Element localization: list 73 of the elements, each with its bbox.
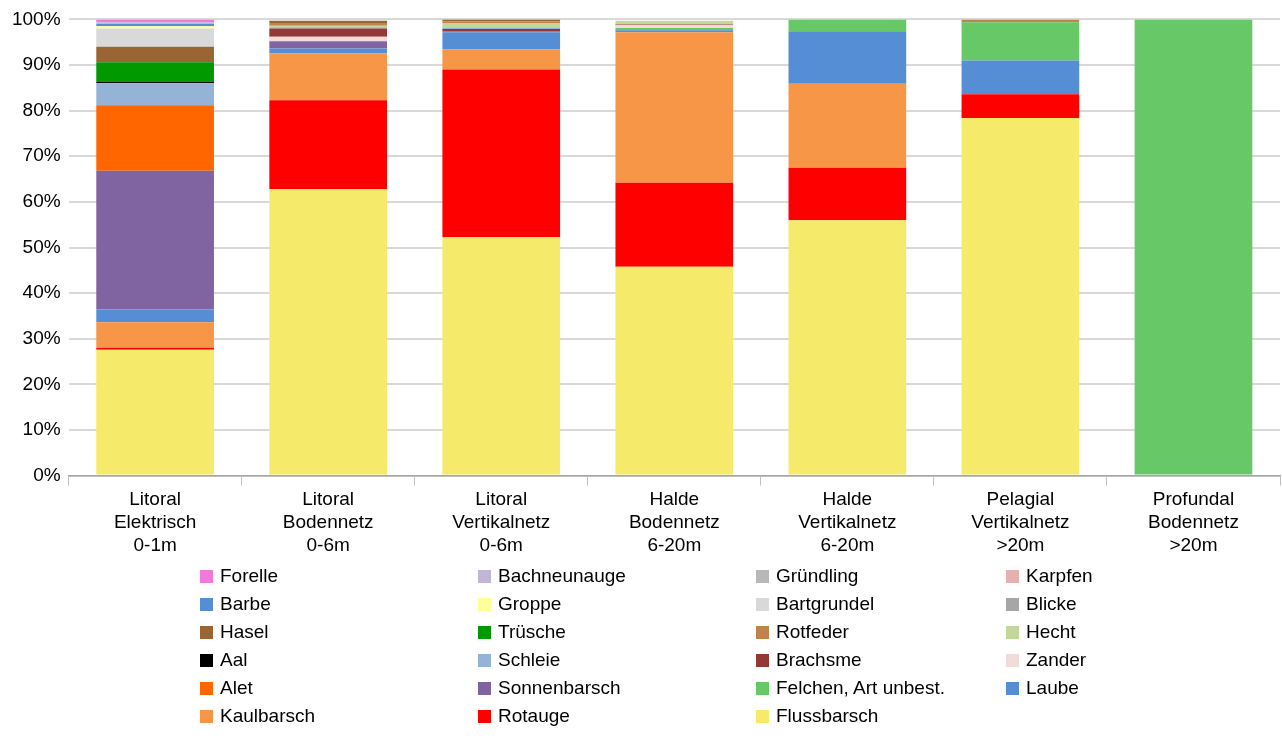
legend-label: Karpfen [1026,565,1093,587]
legend-label: Sonnenbarsch [498,677,621,699]
y-tick-label: 20% [22,372,61,394]
x-tick-label: Halde Vertikalnetz 6-20m [798,488,897,555]
bar [269,53,388,101]
bar [788,220,907,475]
legend-label: Bachneunauge [498,565,626,587]
bar [442,237,561,475]
legend-label: Flussbarsch [776,705,879,727]
bar [96,28,214,47]
legend-label: Rotfeder [776,621,849,643]
x-tick-label: Litoral Elektrisch 0-1m [113,488,197,555]
y-tick-label: 60% [22,190,61,212]
bar [269,189,388,475]
bar [788,167,907,221]
legend-label: Zander [1026,649,1087,671]
bar [961,22,1080,61]
bar [269,41,388,49]
legend-label: Kaulbarsch [220,705,316,727]
x-tick-label: Pelagial Vertikalnetz >20m [971,488,1070,555]
y-tick-label: 100% [11,7,61,29]
legend-label: Trüsche [498,621,566,643]
bar [788,83,907,168]
bar [96,83,214,106]
bar [269,100,388,190]
x-tick-label: Halde Bodennetz 6-20m [628,488,720,555]
x-tick-label: Profundal Bodennetz >20m [1148,488,1239,555]
x-tick-label: Litoral Vertikalnetz 0-6m [452,488,551,555]
bar [269,28,388,37]
y-tick-label: 0% [33,463,61,485]
bar [788,19,907,32]
legend-label: Schleie [498,649,561,671]
bar [788,31,907,84]
legend-label: Gründling [776,565,859,587]
y-tick-label: 90% [22,53,61,75]
legend-label: Laube [1026,677,1079,699]
bar [442,69,561,238]
bar [96,62,214,82]
bar [961,94,1080,118]
legend-label: Hecht [1026,621,1076,643]
legend-label: Brachsme [776,649,862,671]
legend-label: Groppe [498,593,562,615]
bar [96,349,214,475]
bar [96,309,214,323]
bar [96,170,214,310]
bar [1134,19,1253,475]
legend-label: Barbe [220,593,271,615]
y-tick-label: 70% [22,144,61,166]
y-tick-label: 30% [22,326,61,348]
bar [442,32,561,50]
legend-label: Hasel [220,621,269,643]
bar [442,49,561,70]
legend-label: Aal [220,649,248,671]
x-tick-label: Litoral Bodennetz 0-6m [282,488,374,555]
bar [96,105,214,171]
bar [961,60,1080,95]
legend-label: Blicke [1026,593,1077,615]
legend-label: Alet [220,677,253,699]
y-tick-label: 10% [22,418,61,440]
y-tick-label: 40% [22,281,61,303]
legend-label: Bartgrundel [776,593,875,615]
bar [442,23,561,28]
y-tick-label: 80% [22,98,61,120]
bar [961,117,1080,475]
bar [615,266,734,475]
legend-label: Felchen, Art unbest. [776,677,945,699]
bar [615,182,734,267]
legend-label: Rotauge [498,705,570,727]
bar [615,32,734,183]
bar [96,322,214,348]
y-tick-label: 50% [22,235,61,257]
legend-label: Forelle [220,565,279,587]
bar [96,46,214,63]
